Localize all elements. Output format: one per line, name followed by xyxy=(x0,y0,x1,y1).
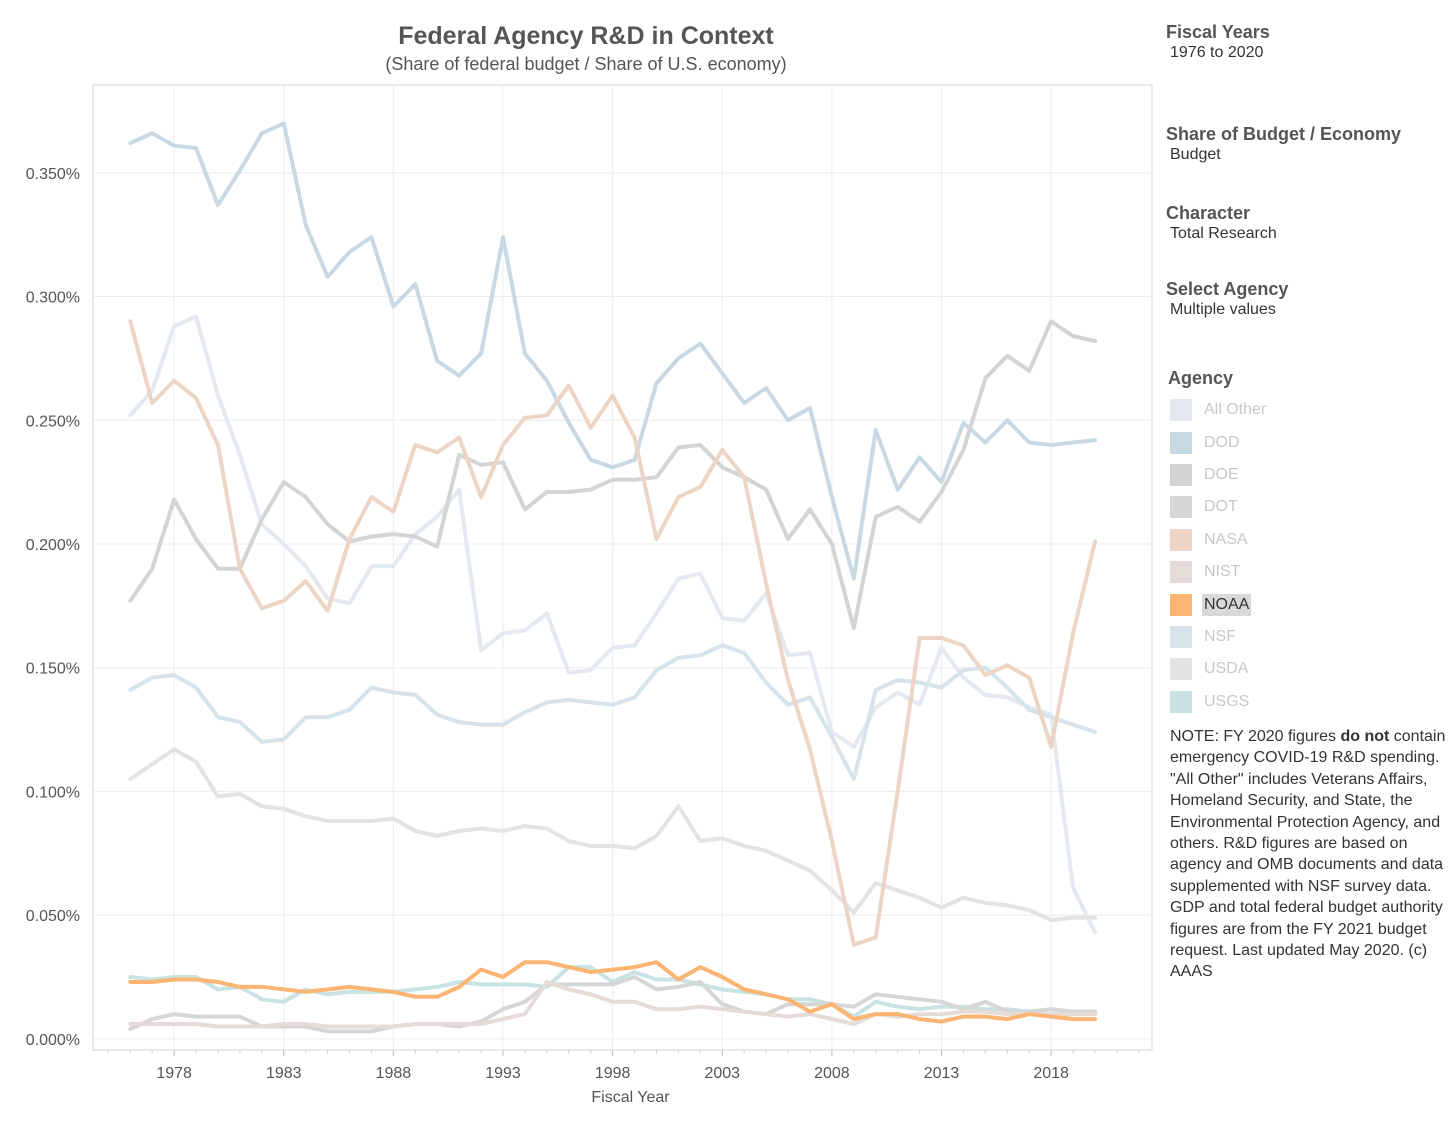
note-post: contain emergency COVID-19 R&D spending.… xyxy=(1170,728,1446,981)
legend-item-dot[interactable]: DOT xyxy=(1166,491,1451,523)
chart-title: Federal Agency R&D in Context xyxy=(398,22,774,50)
legend: Agency All Other DOD DOE DOT NASA NIST NOAA NSF… xyxy=(1166,368,1451,718)
legend-label: All Other xyxy=(1204,401,1267,419)
plot-area xyxy=(92,84,1153,1051)
filter-select-agency-label: Select Agency xyxy=(1166,279,1289,299)
y-tick-label: 0.300% xyxy=(26,290,80,307)
x-tick-label: 2008 xyxy=(814,1065,850,1082)
y-tick-label: 0.350% xyxy=(26,166,80,183)
chart-subtitle: (Share of federal budget / Share of U.S.… xyxy=(385,54,787,74)
legend-swatch xyxy=(1170,496,1192,519)
legend-item-nist[interactable]: NIST xyxy=(1166,556,1451,588)
legend-item-nsf[interactable]: NSF xyxy=(1166,621,1451,653)
note-text: NOTE: FY 2020 figures do not contain eme… xyxy=(1170,726,1450,983)
x-tick-label: 2018 xyxy=(1033,1065,1069,1082)
legend-label: USDA xyxy=(1204,660,1249,678)
legend-label: DOE xyxy=(1204,465,1239,483)
y-tick-label: 0.100% xyxy=(26,784,80,801)
filter-select-agency[interactable]: Select Agency Multiple values xyxy=(1166,279,1451,319)
legend-label: NIST xyxy=(1204,563,1241,581)
legend-swatch xyxy=(1170,431,1192,454)
legend-swatch xyxy=(1170,399,1192,422)
y-tick-label: 0.000% xyxy=(26,1032,80,1049)
x-tick-label: 2003 xyxy=(704,1065,740,1082)
line-chart: 0.000% 0.050% 0.100% 0.150% 0.200% 0.250% 0.30… xyxy=(26,84,1153,1106)
legend-label: NSF xyxy=(1204,627,1236,645)
filter-fiscal-years[interactable]: Fiscal Years 1976 to 2020 xyxy=(1166,22,1451,62)
legend-item-noaa[interactable]: NOAA xyxy=(1166,588,1451,620)
legend-swatch xyxy=(1170,593,1192,616)
filter-fiscal-years-value: 1976 to 2020 xyxy=(1170,44,1264,61)
legend-item-nasa[interactable]: NASA xyxy=(1166,524,1451,556)
legend-swatch xyxy=(1170,690,1192,713)
filter-share[interactable]: Share of Budget / Economy Budget xyxy=(1166,124,1451,164)
series-line-doe[interactable] xyxy=(128,319,1097,631)
legend-label: USGS xyxy=(1204,692,1250,710)
legend-swatch xyxy=(1170,463,1192,486)
legend-swatch xyxy=(1170,528,1192,551)
legend-label: NOAA xyxy=(1202,593,1252,616)
filter-share-value: Budget xyxy=(1170,146,1221,163)
legend-item-doe[interactable]: DOE xyxy=(1166,459,1451,491)
series-line-nsf[interactable] xyxy=(128,643,1097,782)
x-axis-title: Fiscal Year xyxy=(591,1089,670,1106)
legend-item-all-other[interactable]: All Other xyxy=(1166,394,1451,426)
x-tick-label: 1983 xyxy=(266,1065,302,1082)
legend-title: Agency xyxy=(1168,368,1234,388)
legend-label: DOT xyxy=(1204,498,1238,516)
series-line-usgs[interactable] xyxy=(128,965,1097,1019)
note-pre: NOTE: FY 2020 figures xyxy=(1170,728,1341,745)
legend-label: DOD xyxy=(1204,433,1240,451)
filter-fiscal-years-label: Fiscal Years xyxy=(1166,22,1270,42)
legend-swatch xyxy=(1170,561,1192,584)
filter-character-value: Total Research xyxy=(1170,225,1277,242)
x-tick-label: 1998 xyxy=(595,1065,631,1082)
series-line-nist[interactable] xyxy=(128,980,1097,1029)
x-tick-label: 1978 xyxy=(156,1065,192,1082)
filter-share-label: Share of Budget / Economy xyxy=(1166,124,1402,144)
legend-item-dod[interactable]: DOD xyxy=(1166,426,1451,458)
series-line-all-other[interactable] xyxy=(128,314,1097,935)
y-tick-label: 0.150% xyxy=(26,661,80,678)
y-tick-label: 0.250% xyxy=(26,413,80,430)
legend-swatch xyxy=(1170,658,1192,681)
series-line-noaa[interactable] xyxy=(128,960,1097,1024)
series-line-nasa[interactable] xyxy=(128,319,1097,947)
series-line-dod[interactable] xyxy=(128,121,1097,581)
y-tick-label: 0.200% xyxy=(26,537,80,554)
note-bold: do not xyxy=(1340,728,1390,745)
legend-item-usda[interactable]: USDA xyxy=(1166,653,1451,685)
filter-character-label: Character xyxy=(1166,203,1251,223)
series-line-dot[interactable] xyxy=(128,975,1097,1034)
series-line-usda[interactable] xyxy=(128,747,1097,923)
x-tick-label: 1988 xyxy=(376,1065,412,1082)
legend-swatch xyxy=(1170,625,1192,648)
legend-label: NASA xyxy=(1204,530,1248,548)
filter-character[interactable]: Character Total Research xyxy=(1166,203,1451,243)
x-tick-label: 2013 xyxy=(924,1065,960,1082)
filter-select-agency-value: Multiple values xyxy=(1170,301,1276,318)
legend-item-usgs[interactable]: USGS xyxy=(1166,686,1451,718)
x-tick-label: 1993 xyxy=(485,1065,521,1082)
y-tick-label: 0.050% xyxy=(26,908,80,925)
